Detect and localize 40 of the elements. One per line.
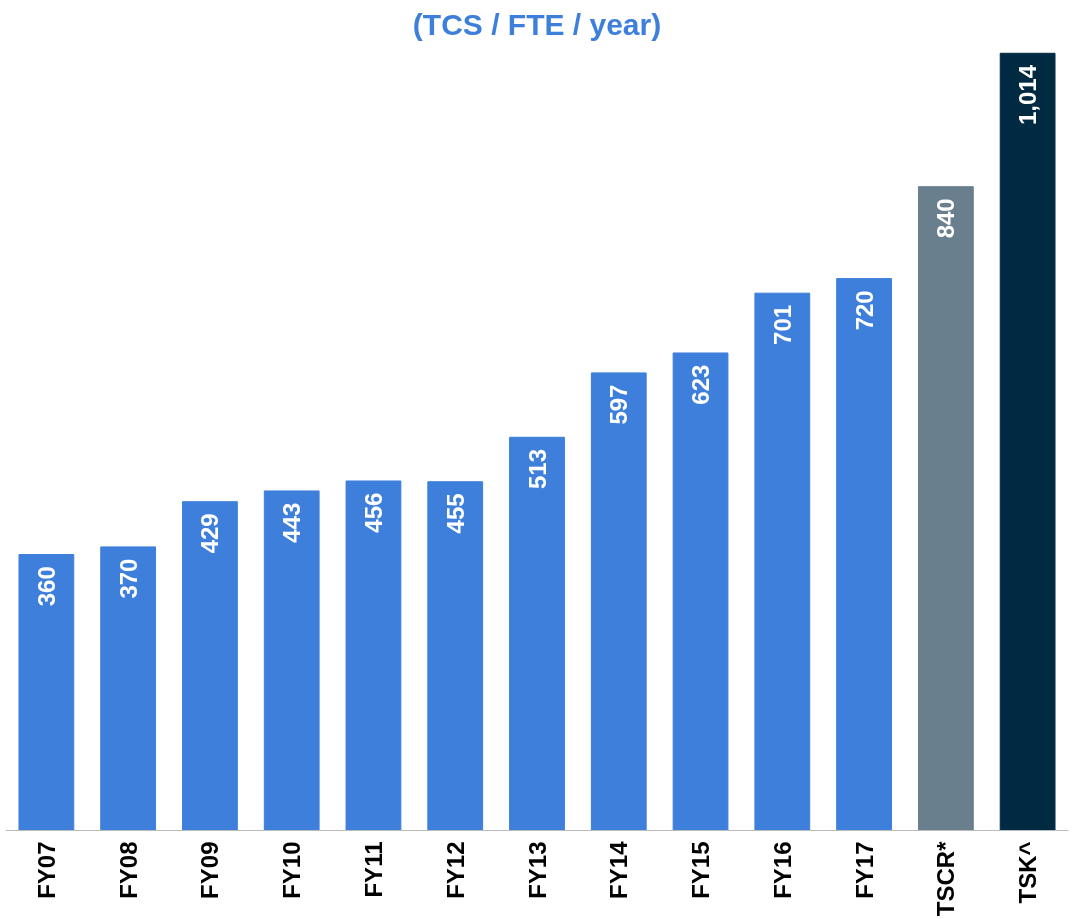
bar <box>427 481 484 831</box>
data-label: 597 <box>605 384 633 425</box>
x-tick-label: FY10 <box>278 841 306 899</box>
x-tick-label: FY12 <box>441 841 469 899</box>
x-tick-label: FY07 <box>32 841 60 899</box>
x-tick-label: FY15 <box>687 841 715 899</box>
bar <box>672 352 729 831</box>
x-tick-label: FY13 <box>523 841 551 899</box>
bar <box>182 501 238 831</box>
bar <box>590 372 647 831</box>
x-tick-label: FY08 <box>114 841 142 899</box>
x-tick-label: FY11 <box>359 841 387 898</box>
bar <box>18 554 75 831</box>
data-label: 443 <box>278 502 306 543</box>
data-label: 455 <box>441 493 469 534</box>
bar <box>263 490 320 831</box>
bar <box>999 52 1056 831</box>
data-label: 456 <box>359 492 387 533</box>
x-tick-label: FY17 <box>850 841 878 899</box>
x-tick-label: TSK^ <box>1014 841 1042 904</box>
data-label: 720 <box>850 290 878 331</box>
data-label: 1,014 <box>1014 64 1042 125</box>
x-tick-label: TSCR* <box>932 840 960 917</box>
data-label: 701 <box>768 304 796 345</box>
bar <box>345 480 402 831</box>
data-label: 429 <box>196 513 224 554</box>
bar <box>836 278 892 831</box>
bar <box>754 292 811 831</box>
bar <box>100 546 157 831</box>
x-tick-label: FY14 <box>605 840 633 899</box>
bar <box>917 186 974 831</box>
chart-title: (TCS / FTE / year) <box>412 7 662 41</box>
data-label: 370 <box>114 558 142 599</box>
x-tick-label: FY09 <box>196 841 224 899</box>
bar <box>509 436 565 831</box>
data-label: 623 <box>687 364 715 405</box>
data-label: 513 <box>523 448 551 489</box>
x-tick-label: FY16 <box>768 841 796 899</box>
data-label: 840 <box>932 198 960 239</box>
data-label: 360 <box>32 566 60 607</box>
